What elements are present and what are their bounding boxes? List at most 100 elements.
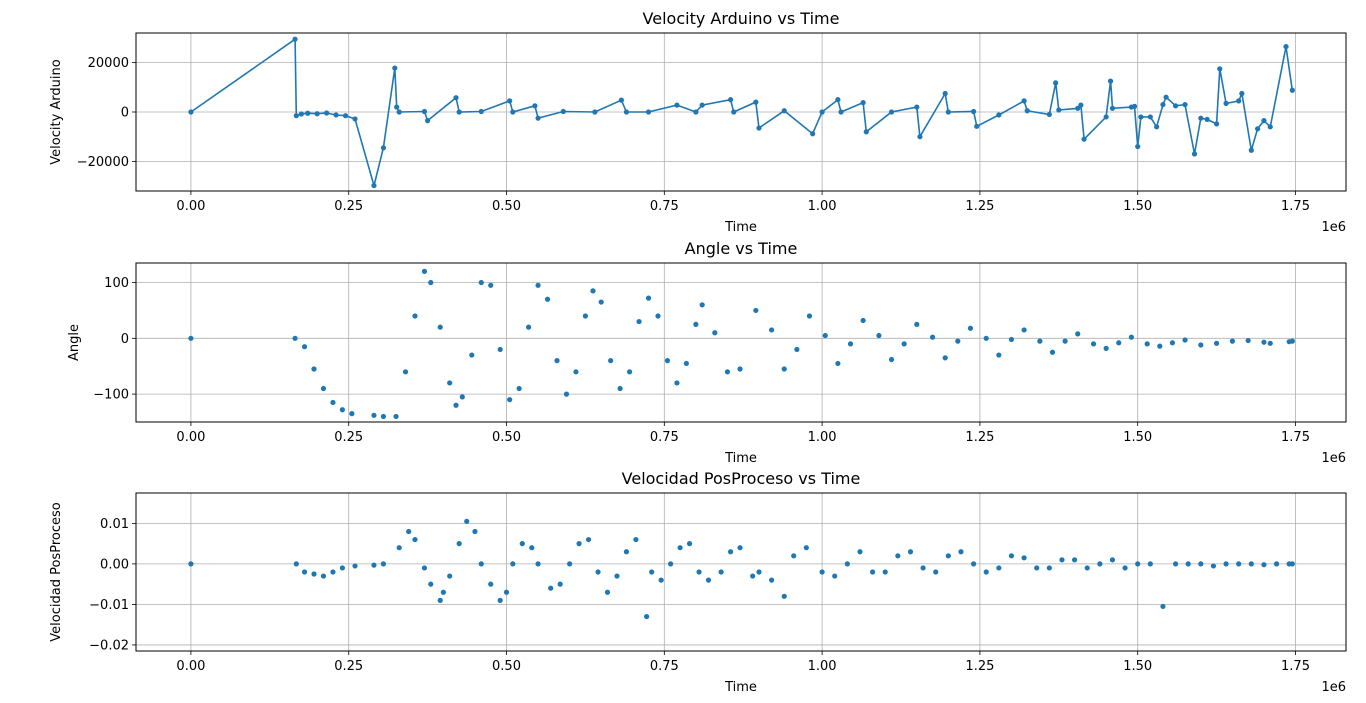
data-point — [693, 321, 699, 327]
data-point — [958, 549, 964, 555]
data-point — [1075, 105, 1081, 111]
data-point — [557, 581, 563, 587]
data-point — [1169, 340, 1176, 346]
data-point — [371, 182, 377, 189]
data-point — [342, 113, 349, 119]
data-point — [330, 569, 336, 575]
data-point — [945, 109, 951, 115]
data-point — [447, 380, 453, 386]
data-point — [693, 109, 699, 115]
x-tick-label: 0.50 — [492, 659, 521, 674]
data-point — [293, 113, 299, 119]
data-point — [1223, 561, 1229, 567]
subplot-3: 0.00 0.25 0.50 0.75 1.00 1.25 1.50 1.75 −0.02 −0.… — [49, 469, 1347, 695]
data-point — [727, 97, 734, 103]
data-point — [1053, 80, 1059, 86]
data-point — [592, 109, 598, 115]
data-point — [320, 385, 327, 392]
data-point — [699, 302, 705, 308]
data-point — [1135, 561, 1141, 567]
data-point — [658, 577, 664, 583]
x-tick-label: 1.00 — [808, 430, 837, 445]
chart-title: Velocity Arduino vs Time — [643, 9, 840, 28]
y-tick-label: 20000 — [88, 56, 129, 71]
data-point — [1210, 563, 1217, 569]
data-point — [626, 369, 633, 375]
data-point — [590, 288, 596, 294]
data-point — [617, 385, 623, 392]
data-point — [1182, 337, 1188, 343]
data-point — [1116, 340, 1122, 346]
data-point — [333, 112, 339, 118]
x-offset-label: 1e6 — [1321, 680, 1346, 695]
data-point — [1097, 561, 1103, 567]
data-point — [394, 104, 400, 110]
data-point — [781, 593, 787, 599]
x-tick-label: 0.00 — [176, 659, 205, 674]
y-tick-label: 0 — [121, 106, 129, 121]
data-point — [718, 569, 724, 575]
data-point — [655, 313, 661, 319]
x-tick-label: 0.00 — [176, 199, 205, 214]
x-axis-label: Time — [724, 680, 757, 695]
data-point — [686, 541, 693, 547]
data-point — [1046, 565, 1052, 571]
data-point — [1182, 101, 1188, 108]
data-point — [330, 399, 336, 406]
data-point — [349, 411, 355, 417]
x-tick-label: 1.25 — [965, 199, 994, 214]
x-tick-label: 0.25 — [334, 199, 363, 214]
axes-frame — [135, 32, 1347, 192]
data-point — [301, 569, 308, 575]
data-point — [769, 577, 775, 583]
x-tick-label: 1.75 — [1281, 430, 1310, 445]
data-point — [535, 282, 541, 288]
y-tick-label: 100 — [104, 276, 129, 291]
data-point — [1198, 561, 1204, 567]
data-point — [421, 108, 428, 115]
data-point — [402, 369, 409, 375]
data-point — [974, 123, 980, 129]
x-tick-label: 0.25 — [334, 659, 363, 674]
data-point — [1172, 561, 1179, 567]
y-axis-label: Angle — [67, 324, 82, 361]
data-point — [942, 90, 948, 97]
data-point — [292, 335, 298, 341]
data-point — [608, 358, 614, 364]
x-tick-label: 1.75 — [1281, 659, 1310, 674]
y-tick-label: −0.02 — [89, 638, 129, 653]
data-point — [727, 549, 734, 555]
data-point — [1008, 336, 1015, 343]
data-point — [440, 589, 446, 595]
data-point — [298, 111, 304, 117]
data-point — [598, 299, 604, 305]
data-point — [970, 108, 977, 115]
data-point — [835, 360, 841, 367]
y-tick-label: −100 — [93, 388, 129, 403]
data-point — [567, 561, 573, 567]
data-point — [1109, 105, 1116, 111]
data-point — [860, 317, 866, 324]
y-axis-label: Velocity Arduino — [49, 59, 64, 164]
x-axis-label: Time — [724, 220, 757, 235]
data-point — [510, 561, 516, 567]
data-point — [929, 334, 936, 340]
data-point — [996, 352, 1002, 358]
data-point — [488, 581, 494, 587]
series-group — [188, 36, 1295, 189]
data-point — [1248, 147, 1254, 153]
data-point — [447, 573, 453, 579]
data-point — [339, 565, 346, 571]
data-point — [750, 573, 756, 579]
data-point — [1248, 561, 1254, 567]
x-tick-label: 1.00 — [808, 659, 837, 674]
data-point — [1138, 114, 1144, 120]
data-point — [753, 99, 759, 105]
data-point — [352, 116, 358, 122]
data-point — [724, 369, 731, 375]
data-point — [1261, 562, 1267, 568]
axes-frame — [135, 262, 1347, 423]
data-point — [756, 569, 762, 575]
data-point — [380, 561, 387, 567]
